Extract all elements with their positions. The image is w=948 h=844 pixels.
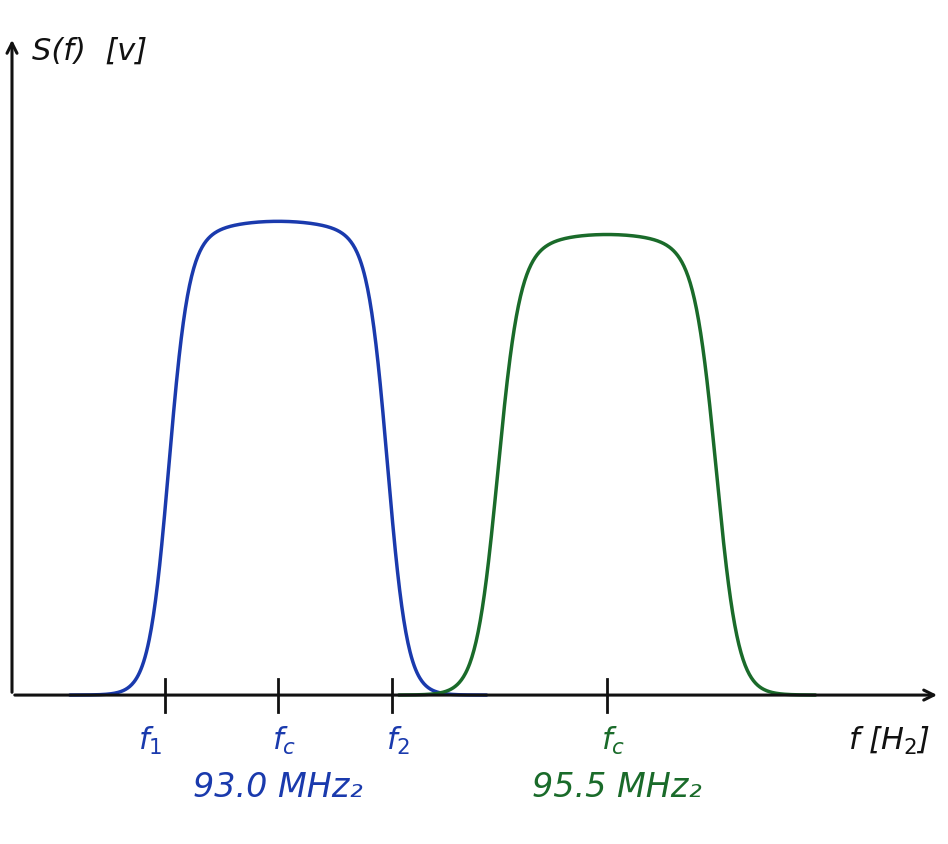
Text: 93.0 MHz₂: 93.0 MHz₂ [193,771,363,803]
Text: $f$ [$H_2$]: $f$ [$H_2$] [848,725,930,757]
Text: $f_2$: $f_2$ [386,725,410,757]
Text: $f_c$: $f_c$ [601,725,626,757]
Text: $f_c$: $f_c$ [272,725,297,757]
Text: $f_1$: $f_1$ [138,725,163,757]
Text: S(f)  [v]: S(f) [v] [31,37,147,66]
Text: 95.5 MHz₂: 95.5 MHz₂ [532,771,702,803]
